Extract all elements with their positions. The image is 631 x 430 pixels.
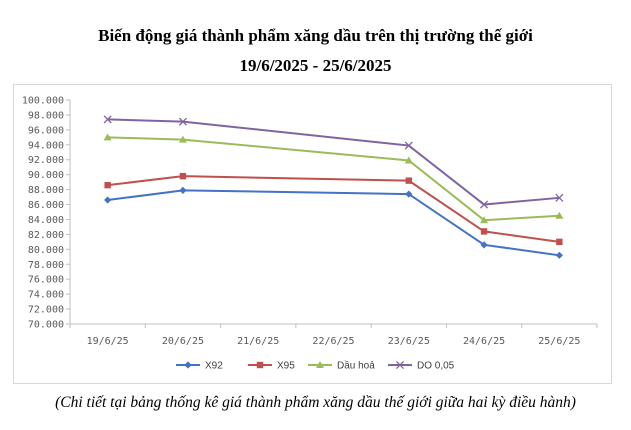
data-point-x92 <box>480 241 488 249</box>
data-point-x92 <box>405 190 413 198</box>
legend-item-d-u-ho: Dầu hoả <box>308 360 375 372</box>
data-point-do-0-05 <box>178 117 187 126</box>
x-tick-label: 25/6/25 <box>538 336 580 347</box>
y-tick-label: 78.000 <box>28 260 64 271</box>
x-tick-label: 24/6/25 <box>463 336 505 347</box>
legend-label: DO 0,05 <box>417 361 455 372</box>
chart-caption: (Chi tiết tại bảng thống kê giá thành ph… <box>55 394 576 411</box>
legend-item-x95: X95 <box>248 361 295 372</box>
y-tick-label: 88.000 <box>28 185 64 196</box>
legend-marker <box>256 361 264 369</box>
chart-subtitle: 19/6/2025 - 25/6/2025 <box>239 56 392 75</box>
data-point-d-u-ho <box>555 211 564 219</box>
series-line-x92 <box>107 189 560 257</box>
legend-marker <box>316 361 324 368</box>
y-tick-label: 86.000 <box>28 200 64 211</box>
data-point-x92 <box>104 196 112 204</box>
legend-label: X92 <box>205 361 223 372</box>
x-tick-label: 21/6/25 <box>237 336 279 347</box>
data-point-d-u-ho <box>404 156 413 164</box>
y-tick-label: 92.000 <box>28 155 64 166</box>
y-tick-label: 82.000 <box>28 230 64 241</box>
legend-marker <box>184 361 192 369</box>
y-tick-label: 74.000 <box>28 290 64 301</box>
data-point-do-0-05 <box>103 115 112 124</box>
legend-label: Dầu hoả <box>337 360 375 372</box>
data-point-d-u-ho <box>178 135 187 143</box>
x-tick-label: 20/6/25 <box>162 336 204 347</box>
line-chart: 70.000 72.000 74.000 76.000 78.000 80.000 82.0… <box>22 96 598 372</box>
chart-title: Biến động giá thành phẩm xăng dầu trên t… <box>98 26 533 45</box>
y-tick-label: 100.000 <box>22 96 64 107</box>
chart-frame <box>13 84 612 384</box>
data-point-do-0-05 <box>480 200 489 209</box>
data-point-do-0-05 <box>555 193 564 202</box>
data-point-x95 <box>179 172 187 180</box>
y-tick-label: 98.000 <box>28 110 64 121</box>
y-tick-label: 94.000 <box>28 140 64 151</box>
y-tick-label: 90.000 <box>28 170 64 181</box>
x-tick-label: 23/6/25 <box>388 336 430 347</box>
legend-item-do-0-05: DO 0,05 <box>388 361 455 372</box>
y-tick-label: 80.000 <box>28 245 64 256</box>
series-line-x95 <box>107 175 560 243</box>
data-point-x92 <box>555 251 563 259</box>
y-tick-label: 84.000 <box>28 215 64 226</box>
x-tick-label: 19/6/25 <box>87 336 129 347</box>
y-tick-label: 72.000 <box>28 305 64 316</box>
data-point-x95 <box>405 177 412 184</box>
y-tick-label: 70.000 <box>28 320 64 331</box>
legend-marker <box>395 360 405 370</box>
data-point-do-0-05 <box>404 141 413 150</box>
y-tick-label: 76.000 <box>28 275 64 286</box>
legend-item-x92: X92 <box>176 361 223 372</box>
y-tick-label: 96.000 <box>28 125 64 136</box>
data-point-x95 <box>480 228 488 235</box>
data-point-x92 <box>179 186 187 194</box>
legend-label: X95 <box>277 361 295 372</box>
data-point-d-u-ho <box>103 133 112 141</box>
x-tick-label: 22/6/25 <box>312 336 354 347</box>
data-point-d-u-ho <box>480 216 489 224</box>
data-point-x95 <box>104 181 111 189</box>
data-point-x95 <box>556 238 563 246</box>
